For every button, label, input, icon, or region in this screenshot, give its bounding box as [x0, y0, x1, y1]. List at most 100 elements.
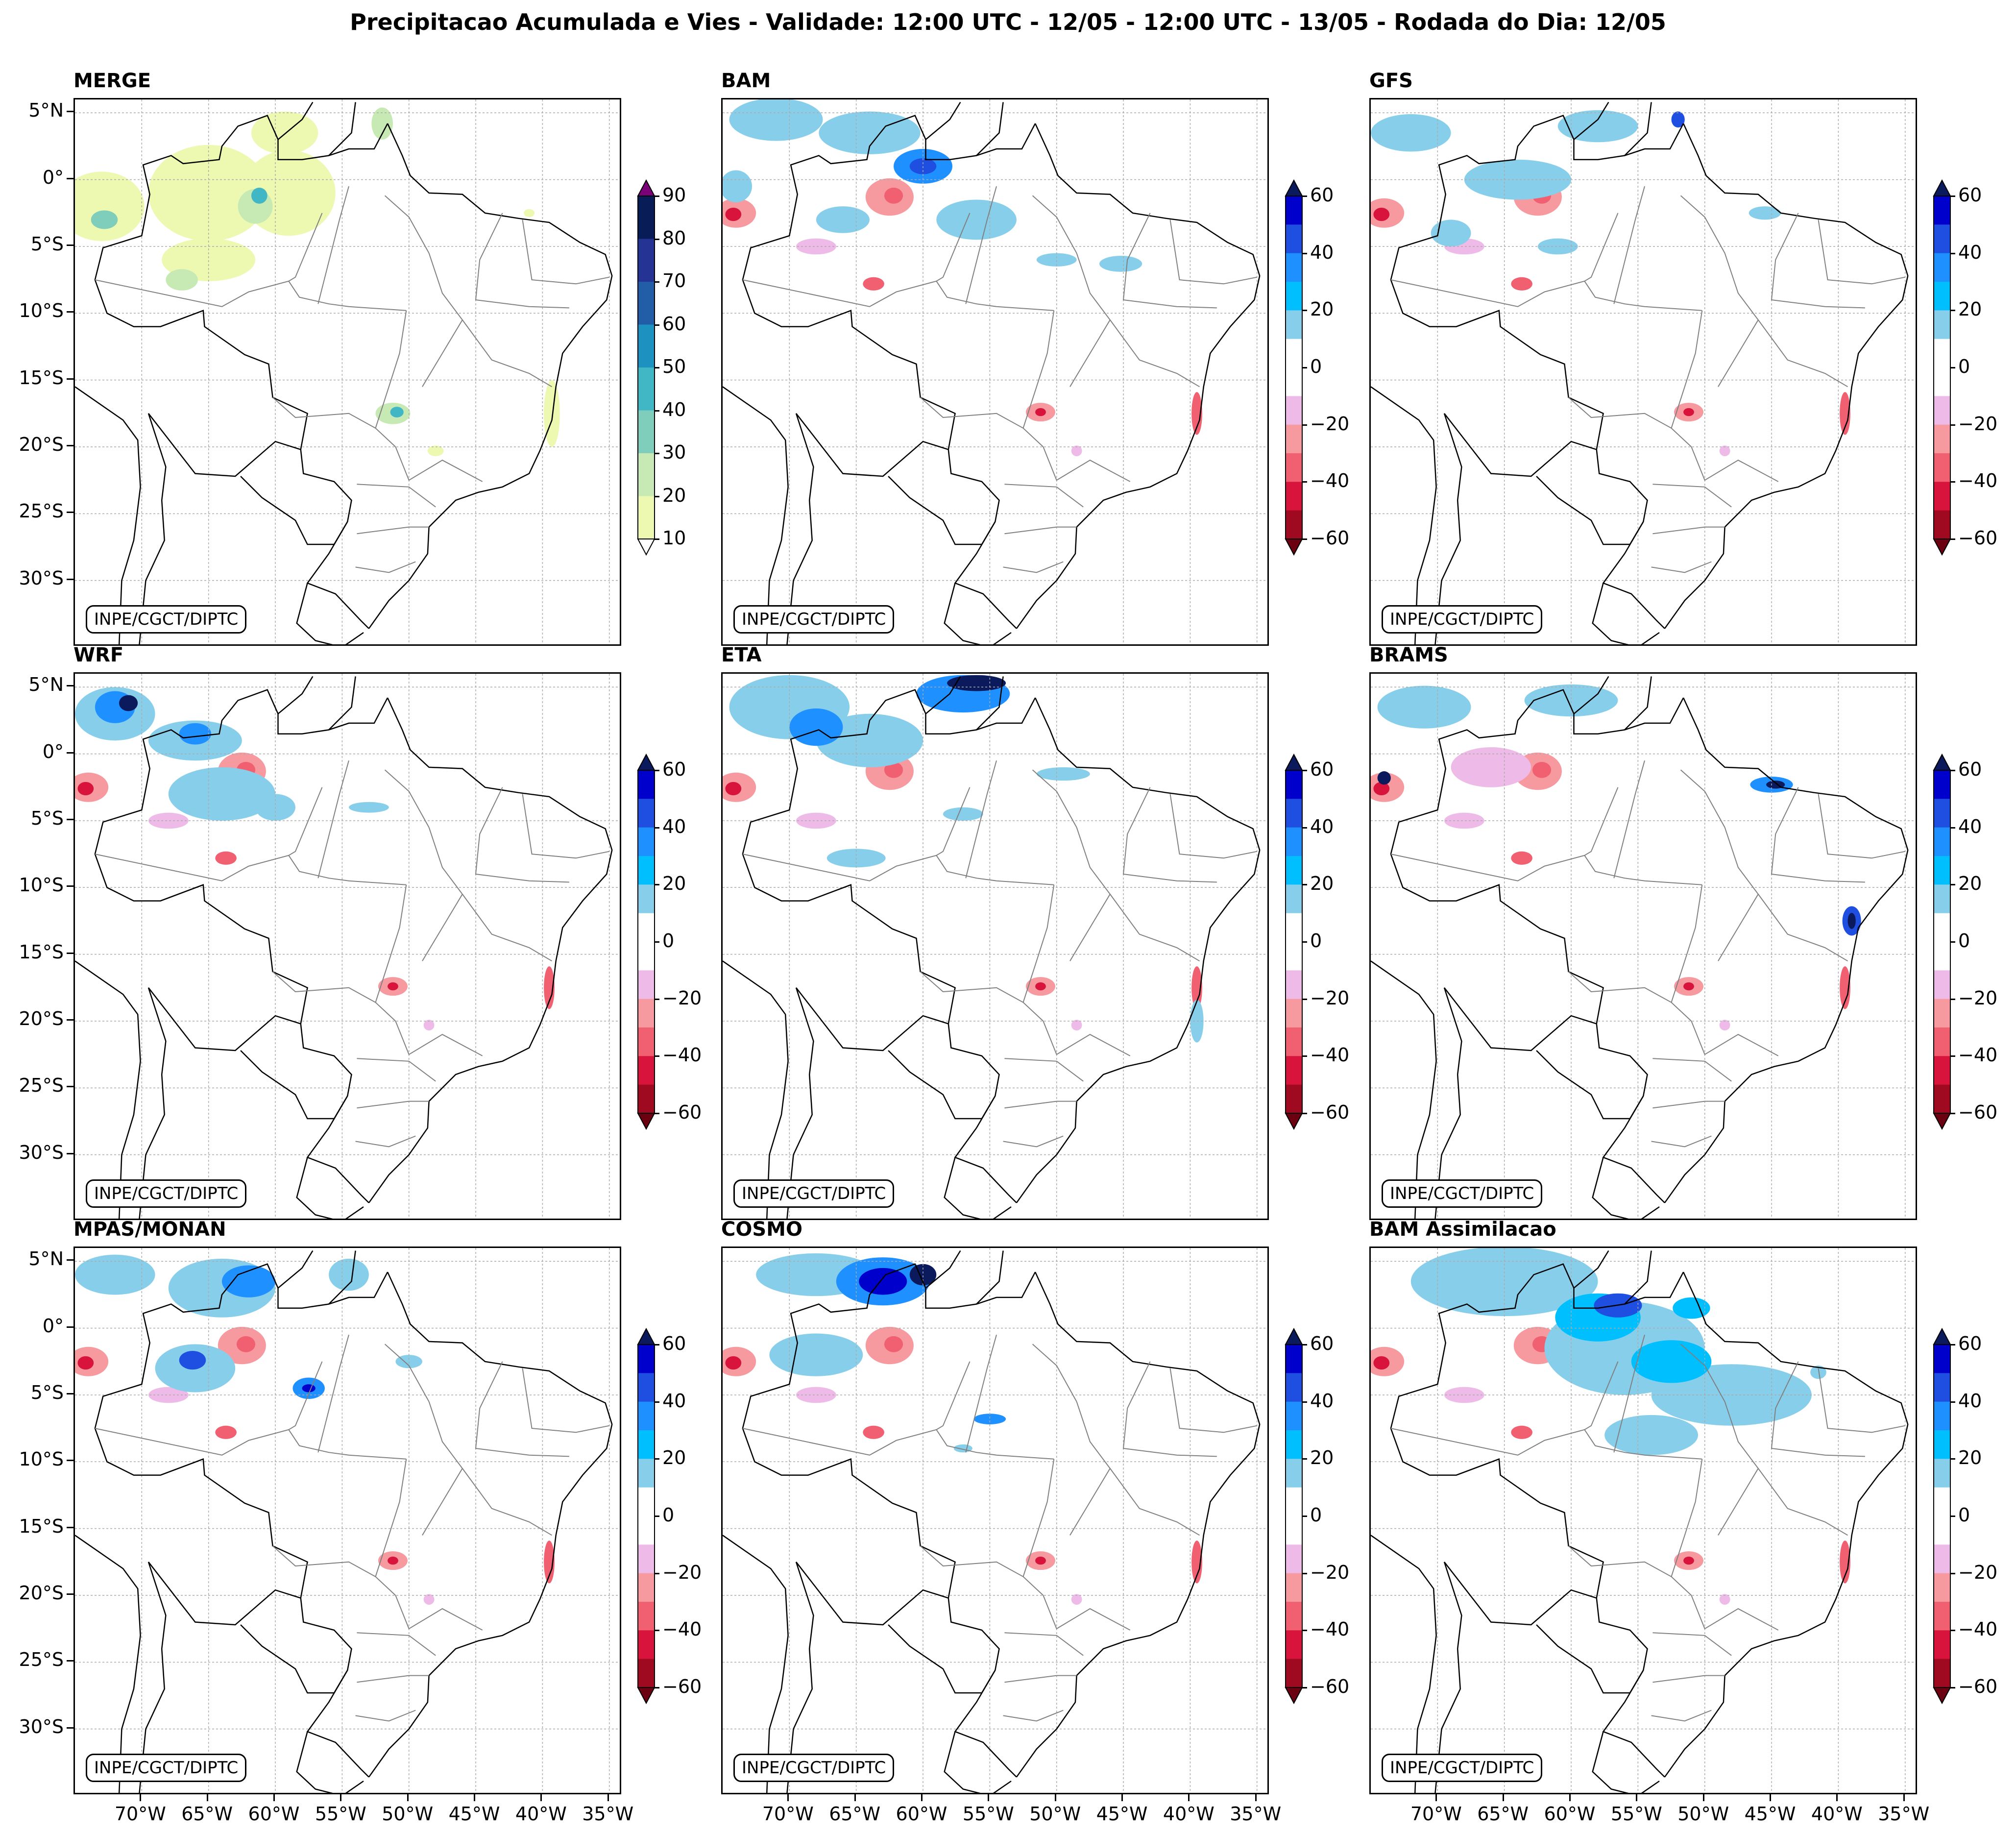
- colorbar-label: −40: [1958, 470, 1998, 492]
- field-patch: [423, 1020, 435, 1031]
- credit-label: INPE/CGCT/DIPTC: [86, 1179, 247, 1208]
- precip-field: [75, 107, 560, 457]
- state-border: [475, 787, 569, 883]
- country-border: [1624, 1250, 1652, 1305]
- state-border: [288, 213, 323, 282]
- colorbar-tick: [655, 324, 659, 326]
- lat-tick: [67, 578, 73, 580]
- state-border: [1584, 1361, 1619, 1430]
- gridlines: [1371, 99, 1916, 644]
- colorbar-segment: [638, 196, 655, 239]
- state-border: [1651, 1710, 1712, 1722]
- country-border: [944, 1731, 1012, 1793]
- colorbar-label: 20: [1958, 298, 1982, 320]
- field-patch: [77, 782, 94, 796]
- colorbar-extend-bottom: [1933, 1113, 1951, 1130]
- colorbar-segment: [1934, 510, 1950, 539]
- field-patch: [544, 1541, 555, 1584]
- country-border: [1434, 1562, 1462, 1793]
- colorbar-tick: [655, 998, 659, 1000]
- country-border: [1434, 413, 1462, 644]
- field-patch: [796, 812, 836, 829]
- colorbar: 60 40 20 0 −20 −40 −60: [1285, 176, 1370, 559]
- state-border: [422, 1401, 463, 1536]
- credit-label: INPE/CGCT/DIPTC: [733, 1179, 895, 1208]
- colorbar-label: −60: [1958, 527, 1998, 549]
- colorbar-segment: [1286, 253, 1302, 282]
- country-border: [723, 1535, 789, 1793]
- colorbar-segment: [1286, 913, 1302, 942]
- field-patch: [388, 982, 398, 991]
- colorbar-segment: [1286, 1084, 1302, 1114]
- gridlines: [75, 1248, 620, 1793]
- state-border: [272, 1545, 396, 1596]
- state-border: [1757, 319, 1848, 388]
- colorbar-segment: [1286, 1659, 1302, 1688]
- state-border: [355, 1135, 416, 1148]
- country-border: [148, 413, 301, 477]
- colorbar-segment: [638, 239, 655, 282]
- colorbar-segment: [1286, 942, 1302, 971]
- colorbar-tick: [1950, 196, 1955, 197]
- state-border: [1771, 213, 1865, 309]
- field-patch: [236, 1336, 256, 1352]
- field-patch: [1749, 206, 1781, 220]
- colorbar-segment: [1286, 453, 1302, 482]
- colorbar-segment: [1286, 339, 1302, 368]
- state-border: [1671, 884, 1703, 1003]
- field-patch: [863, 1425, 884, 1439]
- field-patch: [251, 111, 318, 154]
- country-border: [75, 386, 141, 644]
- colorbar-label: 0: [1958, 1504, 1970, 1526]
- colorbar-segment: [638, 1401, 655, 1431]
- colorbar-label: 40: [1310, 1390, 1334, 1412]
- colorbar-segment: [638, 367, 655, 411]
- state-border: [272, 397, 396, 447]
- field-patch: [796, 238, 836, 255]
- state-border: [1022, 884, 1055, 1003]
- colorbar-tick: [1302, 310, 1307, 312]
- state-border: [1109, 319, 1200, 388]
- colorbar-label: 40: [662, 398, 686, 420]
- state-border: [1069, 253, 1111, 387]
- field-patch: [1373, 207, 1390, 221]
- colorbar-segment: [1934, 253, 1950, 282]
- colorbar-segment: [638, 1630, 655, 1660]
- lon-tick-label: 65°W: [1477, 1803, 1529, 1825]
- colorbar-segment: [1934, 396, 1950, 425]
- lon-tick-label: 55°W: [962, 1803, 1014, 1825]
- field-patch: [1444, 812, 1484, 829]
- colorbar-segment: [1286, 1345, 1302, 1373]
- field-patch: [1719, 1020, 1730, 1031]
- colorbar-segment: [1286, 1401, 1302, 1431]
- country-border: [277, 1250, 314, 1289]
- map-svg: [723, 99, 1267, 644]
- colorbar-label: 50: [662, 356, 686, 377]
- colorbar-label: 20: [1958, 1447, 1982, 1469]
- lon-tick: [474, 1794, 476, 1801]
- country-border: [1592, 1731, 1660, 1793]
- state-border: [1818, 794, 1905, 859]
- country-border: [742, 1263, 1036, 1778]
- colorbar-tick: [1950, 1055, 1955, 1057]
- colorbar-segment: [638, 884, 655, 914]
- state-border: [1652, 1675, 1725, 1683]
- state-border: [357, 484, 436, 508]
- country-border: [139, 987, 167, 1219]
- country-border: [1536, 1050, 1644, 1120]
- colorbar-segment: [1286, 1573, 1302, 1602]
- country-border: [328, 102, 356, 156]
- country-border: [888, 1050, 996, 1120]
- field-patch: [215, 851, 237, 865]
- colorbar-label: 20: [1958, 873, 1982, 895]
- colorbar-tick: [1302, 941, 1307, 943]
- panel-title: COSMO: [721, 1218, 802, 1241]
- colorbar-segment: [1934, 856, 1950, 885]
- precip-field: [75, 1254, 555, 1605]
- colorbar: 60 40 20 0 −20 −40 −60: [1285, 1325, 1370, 1707]
- lon-tick: [1054, 1794, 1056, 1801]
- map-panel: INPE/CGCT/DIPTC: [721, 672, 1269, 1220]
- field-patch: [1537, 238, 1578, 255]
- gridlines: [75, 674, 620, 1219]
- colorbar-tick: [1302, 1516, 1307, 1517]
